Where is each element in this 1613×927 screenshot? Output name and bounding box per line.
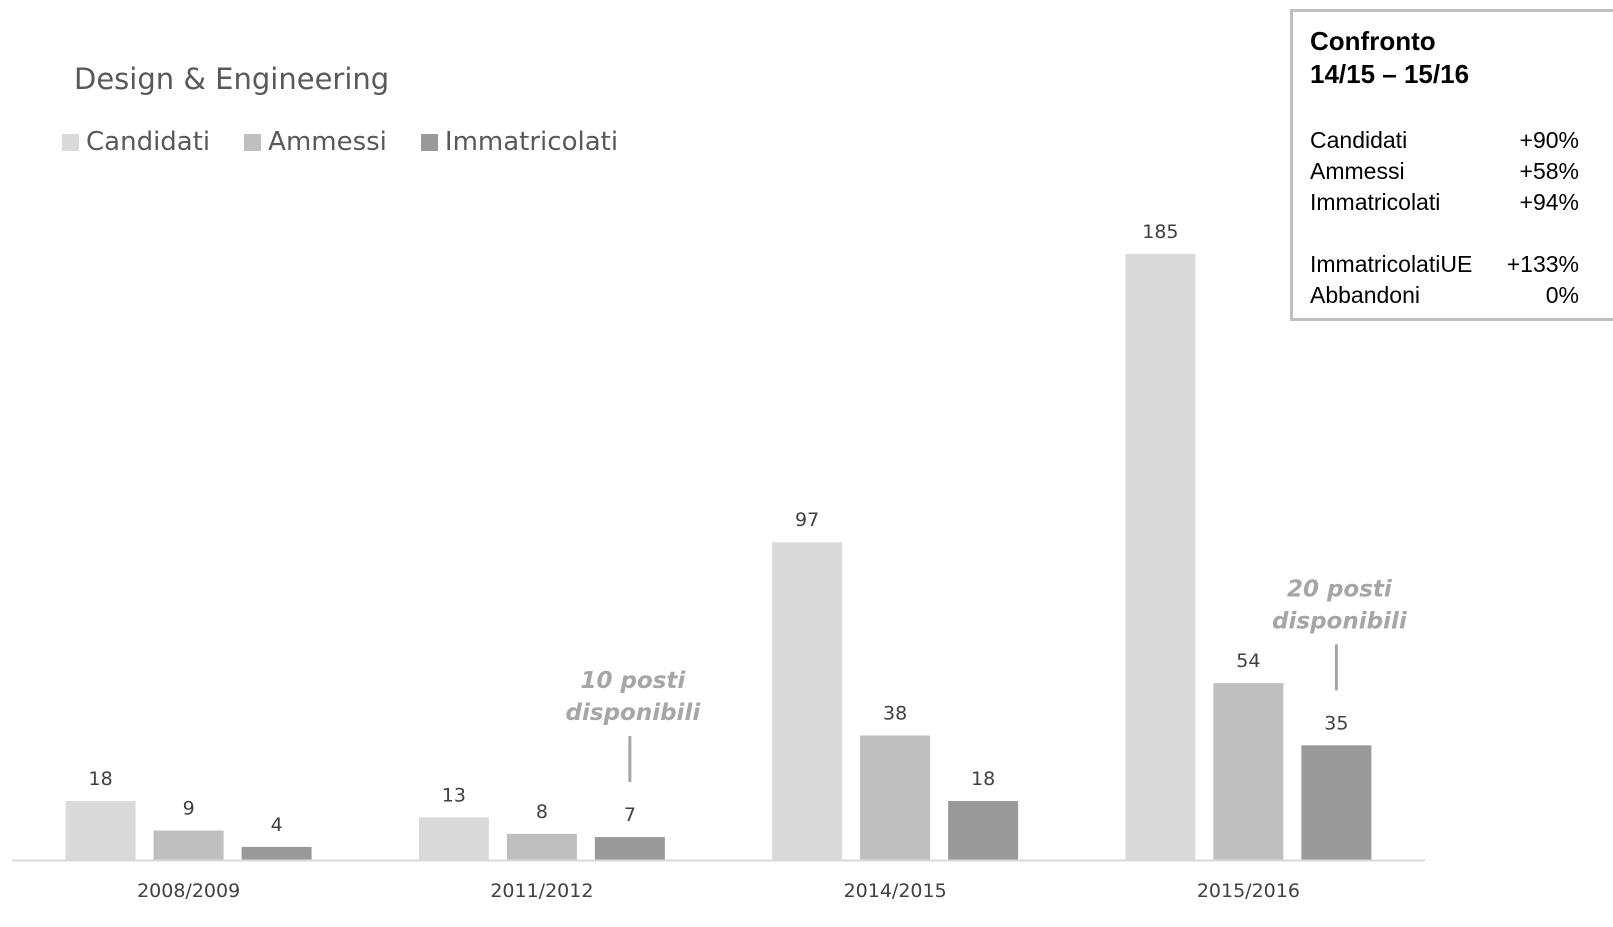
data-label: 38 bbox=[883, 703, 907, 725]
data-label: 185 bbox=[1142, 221, 1178, 243]
comparison-title-line1: Confronto bbox=[1310, 26, 1436, 56]
data-label: 13 bbox=[442, 784, 466, 806]
comparison-rows: Candidati +90% Ammessi +58% Immatricolat… bbox=[1310, 125, 1613, 311]
comparison-row-value: +58% bbox=[1519, 158, 1579, 184]
x-tick-label: 2008/2009 bbox=[137, 880, 240, 902]
legend-label-candidati: Candidati bbox=[86, 127, 211, 157]
x-tick-label: 2011/2012 bbox=[490, 880, 593, 902]
comparison-row-value: +94% bbox=[1519, 189, 1579, 215]
bar bbox=[153, 830, 224, 860]
comparison-title: Confronto 14/15 – 15/16 bbox=[1310, 25, 1613, 91]
bar bbox=[506, 833, 577, 860]
annotation-text-line2: disponibili bbox=[1272, 608, 1408, 634]
bar bbox=[418, 817, 489, 860]
comparison-row-label: Ammessi bbox=[1310, 158, 1405, 184]
bar bbox=[241, 846, 312, 860]
data-label: 8 bbox=[536, 801, 548, 823]
comparison-spacer bbox=[1310, 218, 1613, 249]
legend-swatch-ammessi bbox=[244, 133, 262, 151]
comparison-row-value: +133% bbox=[1506, 251, 1579, 277]
comparison-box: Confronto 14/15 – 15/16 Candidati +90% A… bbox=[1290, 9, 1613, 321]
chart-title: Design & Engineering bbox=[74, 62, 390, 96]
data-label: 35 bbox=[1324, 712, 1348, 734]
comparison-row-candidati: Candidati +90% bbox=[1310, 125, 1613, 156]
comparison-row-label: Immatricolati bbox=[1310, 189, 1441, 215]
x-tick-label: 2015/2016 bbox=[1197, 880, 1300, 902]
bar bbox=[772, 542, 843, 860]
bar bbox=[594, 837, 665, 860]
data-label: 9 bbox=[183, 798, 195, 820]
annotation-text-line2: disponibili bbox=[566, 700, 702, 726]
legend: Candidati Ammessi Immatricolati bbox=[62, 127, 652, 157]
data-label: 97 bbox=[795, 509, 819, 531]
comparison-row-value: +90% bbox=[1519, 127, 1579, 153]
data-label: 18 bbox=[89, 768, 113, 790]
legend-swatch-candidati bbox=[62, 133, 79, 151]
annotation-text-line1: 10 posti bbox=[580, 668, 686, 694]
legend-swatch-immatricolati bbox=[420, 133, 438, 151]
annotation-text-line1: 20 posti bbox=[1287, 576, 1393, 602]
comparison-title-line2: 14/15 – 15/16 bbox=[1310, 59, 1470, 89]
bar bbox=[1125, 253, 1196, 860]
legend-item-ammessi: Ammessi bbox=[244, 127, 387, 157]
comparison-row-abbandoni: Abbandoni 0% bbox=[1310, 280, 1613, 311]
data-label: 54 bbox=[1236, 650, 1260, 672]
data-label: 4 bbox=[271, 814, 283, 836]
comparison-row-ammessi: Ammessi +58% bbox=[1310, 156, 1613, 187]
bar bbox=[1301, 745, 1372, 860]
bar bbox=[948, 801, 1019, 860]
legend-item-candidati: Candidati bbox=[62, 127, 210, 157]
legend-label-ammessi: Ammessi bbox=[268, 127, 387, 157]
x-tick-label: 2014/2015 bbox=[844, 880, 947, 902]
comparison-row-value: 0% bbox=[1545, 282, 1579, 308]
bar bbox=[1213, 683, 1284, 860]
comparison-row-label: Candidati bbox=[1310, 127, 1408, 153]
data-label: 7 bbox=[624, 804, 636, 826]
comparison-row-label: ImmatricolatiUE bbox=[1310, 251, 1473, 277]
legend-item-immatricolati: Immatricolati bbox=[420, 127, 619, 157]
comparison-row-label: Abbandoni bbox=[1310, 282, 1420, 308]
bar bbox=[65, 801, 136, 860]
comparison-row-immatricolati: Immatricolati +94% bbox=[1310, 187, 1613, 218]
data-label: 18 bbox=[971, 768, 995, 790]
bar bbox=[860, 735, 931, 860]
legend-label-immatricolati: Immatricolati bbox=[444, 127, 619, 157]
comparison-row-immatricolati-ue: ImmatricolatiUE +133% bbox=[1310, 249, 1613, 280]
